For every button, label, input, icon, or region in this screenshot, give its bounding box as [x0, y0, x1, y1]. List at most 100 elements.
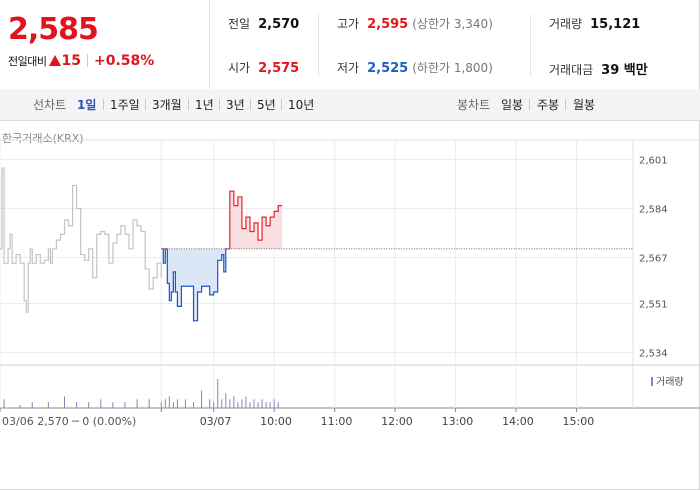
data-source: 한국거래소(KRX)	[2, 132, 84, 145]
line-chart-title: 선차트	[33, 98, 67, 112]
period-bar: 선차트 1일 1주일 3개월 1년 3년 5년 10년 봉차트 일봉 주봉 월봉	[0, 89, 700, 121]
volume-bar	[31, 402, 33, 408]
volume-bar	[229, 399, 231, 408]
x-tick-label: 10:00	[260, 415, 292, 428]
stat-value: 15,121	[590, 17, 641, 32]
period-5year[interactable]: 5년	[257, 98, 276, 112]
volume-bar	[233, 396, 235, 408]
volume-bar	[237, 402, 239, 408]
x-tick-label: 14:00	[502, 415, 534, 428]
x-tick-label: 12:00	[381, 415, 413, 428]
volume-bar	[241, 399, 243, 408]
volume-bar	[47, 402, 49, 408]
stat-high: 고가 2,595 (상한가 3,340)	[337, 15, 493, 32]
divider	[530, 14, 531, 76]
volume-bar	[213, 402, 215, 408]
lower-limit: (하한가 1,800)	[412, 61, 493, 75]
period-3year[interactable]: 3년	[226, 98, 245, 112]
volume-bar	[112, 402, 114, 408]
volume-bar	[249, 402, 251, 408]
stat-value: 2,525	[367, 61, 409, 76]
volume-bar	[201, 390, 203, 408]
volume-bar	[124, 402, 126, 408]
period-10year[interactable]: 10년	[288, 98, 315, 112]
y-tick-label: 2,551	[639, 300, 668, 311]
stat-value: 2,595	[367, 17, 409, 32]
price-chart[interactable]: 2,534 2,551 2,567 2,584 2,601	[0, 120, 700, 420]
volume-bar	[136, 399, 138, 408]
up-triangle-icon	[49, 55, 62, 66]
period-1day[interactable]: 1일	[77, 98, 97, 112]
volume-bar	[148, 399, 150, 408]
volume-bar	[277, 402, 279, 408]
x-tick-label: 11:00	[320, 415, 353, 428]
volume-bar	[273, 399, 275, 408]
stat-volume: 거래량 15,121	[549, 15, 640, 32]
stat-open: 시가 2,575	[228, 59, 299, 76]
stat-label: 시가	[228, 61, 251, 75]
divider	[188, 99, 189, 110]
volume-bar	[261, 399, 263, 408]
volume-bar	[172, 402, 174, 408]
volume-bar	[269, 402, 271, 408]
stat-label: 전일	[228, 17, 251, 31]
stat-value: 2,570	[258, 17, 300, 32]
volume-bar	[257, 402, 259, 408]
change-percent: +0.58%	[93, 53, 155, 69]
stat-label: 거래대금	[549, 63, 594, 77]
series-line-prev-day	[0, 167, 162, 313]
x-tick-label: 13:00	[441, 415, 474, 428]
upper-limit: (상한가 3,340)	[412, 17, 493, 31]
divider	[529, 99, 530, 110]
change-value: 15	[61, 53, 81, 69]
candle-daily[interactable]: 일봉	[501, 98, 524, 112]
volume-bar	[217, 379, 219, 408]
volume-bar	[164, 399, 166, 408]
candle-monthly[interactable]: 월봉	[573, 98, 596, 112]
stat-label: 고가	[337, 17, 360, 31]
divider	[86, 54, 88, 67]
volume-bar	[88, 402, 90, 408]
period-1week[interactable]: 1주일	[110, 98, 140, 112]
volume-bar	[168, 396, 170, 408]
volume-bar	[193, 402, 195, 408]
volume-bar	[76, 402, 78, 408]
period-1year[interactable]: 1년	[195, 98, 214, 112]
volume-bar	[253, 399, 255, 408]
stat-value: 39 백만	[601, 63, 648, 78]
volume-bar	[3, 399, 5, 408]
y-tick-label: 2,584	[639, 204, 668, 215]
volume-bar	[160, 402, 162, 408]
divider	[103, 99, 104, 110]
volume-bar	[221, 399, 223, 408]
change-row: 전일대비 15 +0.58%	[8, 53, 154, 69]
candle-chart-title: 봉차트	[457, 98, 491, 112]
stat-low: 저가 2,525 (하한가 1,800)	[337, 59, 493, 76]
stat-value: 2,575	[258, 61, 300, 76]
divider	[281, 99, 282, 110]
volume-swatch	[651, 377, 653, 386]
volume-legend: 거래량	[651, 373, 684, 388]
volume-legend-label: 거래량	[656, 377, 684, 388]
prev-day-info: 03/06 2,570 ─ 0 (0.00%)	[2, 415, 137, 428]
volume-bar	[19, 405, 21, 408]
volume-bar	[209, 399, 211, 408]
period-3month[interactable]: 3개월	[152, 98, 182, 112]
divider	[565, 99, 566, 110]
volume-bar	[100, 399, 102, 408]
x-tick-label: 15:00	[562, 415, 595, 428]
series-line-today-up	[161, 190, 283, 249]
candle-weekly[interactable]: 주봉	[537, 98, 560, 112]
divider	[250, 99, 251, 110]
change-label: 전일대비	[8, 55, 47, 68]
volume-bar	[184, 399, 186, 408]
series-line-today-down	[161, 248, 231, 322]
y-tick-label: 2,534	[639, 348, 668, 359]
volume-bar	[225, 393, 227, 408]
current-price: 2,585	[8, 12, 99, 47]
stat-label: 거래량	[549, 17, 583, 31]
area-above-baseline	[161, 191, 283, 249]
price-box: 2,585 전일대비 15 +0.58%	[0, 0, 210, 89]
area-below-baseline	[163, 248, 226, 321]
y-tick-label: 2,601	[639, 156, 668, 167]
